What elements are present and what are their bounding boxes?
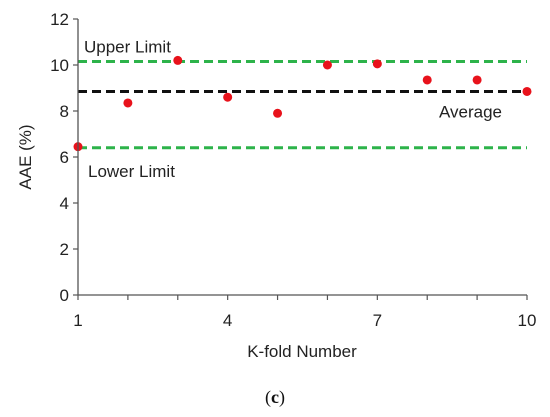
y-tick-label: 4 xyxy=(60,194,69,213)
y-tick-label: 8 xyxy=(60,102,69,121)
data-point xyxy=(123,98,133,108)
data-point xyxy=(223,92,233,102)
x-tick-label: 4 xyxy=(223,311,232,330)
x-tick-label: 10 xyxy=(518,311,537,330)
data-point xyxy=(422,75,432,85)
x-tick-labels: 1 4 7 10 xyxy=(73,311,536,330)
data-point xyxy=(173,55,183,65)
data-point xyxy=(472,75,482,85)
caption-close: ) xyxy=(279,387,285,408)
data-point xyxy=(372,59,382,69)
label-upper-limit: Upper Limit xyxy=(84,38,171,57)
figure-caption: (c) xyxy=(265,387,285,408)
y-tick-label: 6 xyxy=(60,148,69,167)
y-axis-label: AAE (%) xyxy=(16,124,35,189)
y-tick-label: 12 xyxy=(50,10,69,29)
caption-open: ( xyxy=(265,387,271,408)
label-lower-limit: Lower Limit xyxy=(88,162,175,181)
y-tick-label: 2 xyxy=(60,240,69,259)
y-tick-label: 0 xyxy=(60,286,69,305)
data-point xyxy=(322,60,332,70)
x-tick-label: 7 xyxy=(373,311,382,330)
reference-line-labels: Upper Limit Average Lower Limit xyxy=(84,38,502,181)
x-axis-label: K-fold Number xyxy=(247,342,357,361)
caption-letter: c xyxy=(271,387,279,407)
x-tick-label: 1 xyxy=(73,311,82,330)
data-point xyxy=(273,108,283,118)
reference-lines xyxy=(78,60,527,150)
y-tick-label: 10 xyxy=(50,56,69,75)
data-point xyxy=(522,86,532,96)
label-average: Average xyxy=(439,102,502,121)
axes xyxy=(73,18,528,300)
y-tick-labels: 0 2 4 6 8 10 12 xyxy=(50,10,69,305)
data-points xyxy=(73,55,532,152)
